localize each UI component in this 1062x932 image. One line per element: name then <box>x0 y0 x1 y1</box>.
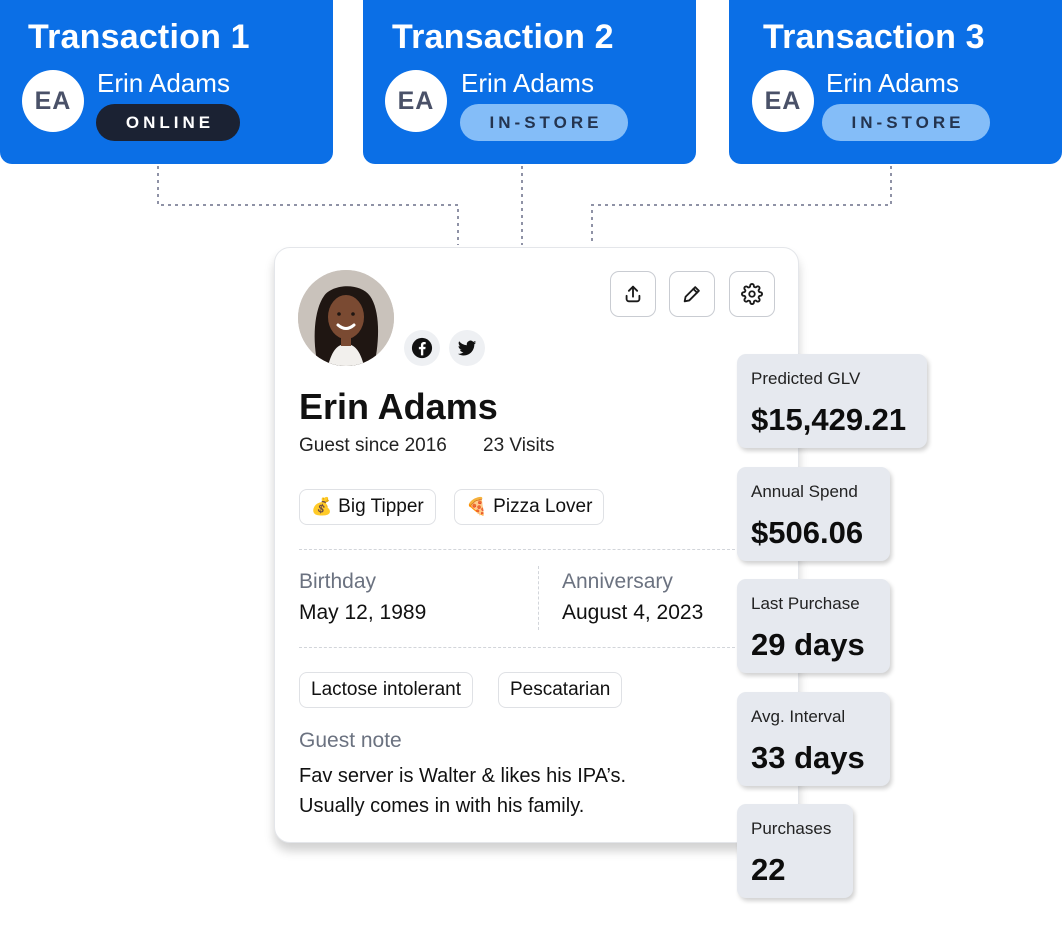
section-divider <box>299 549 735 550</box>
transaction-card-3[interactable]: Transaction 3 EA Erin Adams IN-STORE <box>729 0 1062 164</box>
avatar: EA <box>385 70 447 132</box>
tag-pizza-lover: 🍕 Pizza Lover <box>454 489 605 525</box>
pizza-icon: 🍕 <box>466 497 488 516</box>
section-divider <box>299 647 735 648</box>
stat-label: Purchases <box>751 819 832 838</box>
stat-value: 29 days <box>751 627 865 662</box>
guest-name: Erin Adams <box>299 386 498 427</box>
guest-note-line: Usually comes in with his family. <box>299 795 585 817</box>
dietary-tag-lactose: Lactose intolerant <box>299 672 473 708</box>
stat-value: $15,429.21 <box>751 402 907 437</box>
stat-label: Last Purchase <box>751 594 860 613</box>
share-button[interactable] <box>610 271 656 317</box>
visit-count: 23 Visits <box>483 435 555 456</box>
transaction-guest-name: Erin Adams <box>461 68 594 98</box>
share-upload-icon <box>625 285 641 303</box>
guest-since: Guest since 2016 <box>299 435 447 456</box>
stat-value: 33 days <box>751 740 865 775</box>
channel-badge: IN-STORE <box>460 104 628 141</box>
avatar: EA <box>22 70 84 132</box>
dietary-tag-pescatarian: Pescatarian <box>498 672 623 708</box>
stat-predicted-glv: Predicted GLV $15,429.21 <box>737 354 927 448</box>
facebook-icon[interactable] <box>404 330 440 366</box>
avatar: EA <box>752 70 814 132</box>
tag-label: Pizza Lover <box>493 496 593 517</box>
transaction-guest-name: Erin Adams <box>97 68 230 98</box>
twitter-icon[interactable] <box>449 330 485 366</box>
anniversary-label: Anniversary <box>562 570 673 593</box>
edit-pencil-icon <box>683 286 700 303</box>
guest-note-label: Guest note <box>299 729 402 752</box>
guest-profile-card: Erin Adams Guest since 2016 23 Visits 💰 … <box>274 247 799 843</box>
stat-label: Avg. Interval <box>751 707 846 726</box>
stat-annual-spend: Annual Spend $506.06 <box>737 467 890 561</box>
connector-line-1 <box>157 166 459 245</box>
transaction-title: Transaction 3 <box>763 18 985 56</box>
birthday-label: Birthday <box>299 570 377 593</box>
transaction-title: Transaction 1 <box>28 18 250 56</box>
profile-photo <box>298 270 394 366</box>
tag-big-tipper: 💰 Big Tipper <box>299 489 436 525</box>
stat-value: $506.06 <box>751 515 864 550</box>
guest-note-text: Fav server is Walter & likes his IPA’s. … <box>299 761 626 821</box>
stat-label: Predicted GLV <box>751 369 861 388</box>
stat-avg-interval: Avg. Interval 33 days <box>737 692 890 786</box>
anniversary-value: August 4, 2023 <box>562 601 704 624</box>
stat-value: 22 <box>751 852 786 887</box>
birthday-value: May 12, 1989 <box>299 601 427 624</box>
channel-badge: ONLINE <box>96 104 240 141</box>
stat-last-purchase: Last Purchase 29 days <box>737 579 890 673</box>
money-bag-icon: 💰 <box>311 497 333 516</box>
tag-label: Big Tipper <box>338 496 424 517</box>
transaction-guest-name: Erin Adams <box>826 68 959 98</box>
transaction-card-2[interactable]: Transaction 2 EA Erin Adams IN-STORE <box>363 0 696 164</box>
settings-button[interactable] <box>729 271 775 317</box>
edit-button[interactable] <box>669 271 715 317</box>
settings-gear-icon <box>741 283 763 305</box>
transaction-title: Transaction 2 <box>392 18 614 56</box>
connector-line-3 <box>591 166 892 245</box>
channel-badge: IN-STORE <box>822 104 990 141</box>
stat-label: Annual Spend <box>751 482 858 501</box>
stat-purchases: Purchases 22 <box>737 804 853 898</box>
guest-note-line: Fav server is Walter & likes his IPA’s. <box>299 765 627 787</box>
field-divider <box>538 566 539 630</box>
transaction-card-1[interactable]: Transaction 1 EA Erin Adams ONLINE <box>0 0 333 164</box>
